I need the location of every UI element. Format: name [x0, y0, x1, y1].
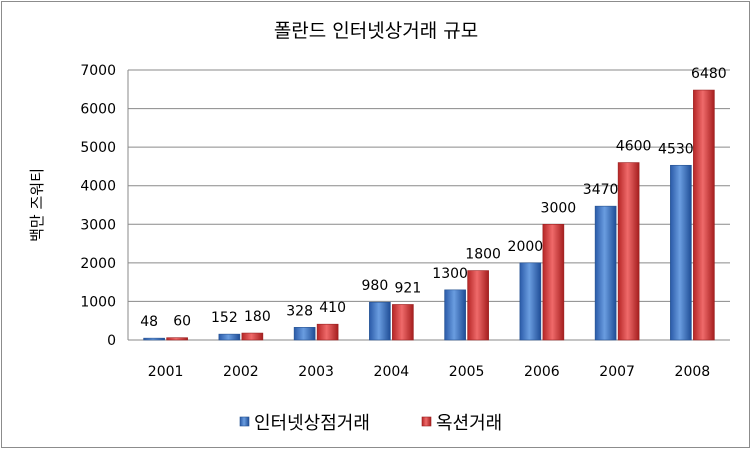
data-label: 4530 — [658, 141, 694, 157]
data-label: 48 — [140, 314, 158, 330]
bar-auction-2007 — [617, 162, 640, 341]
data-label: 6480 — [691, 66, 727, 82]
x-tick-label: 2004 — [374, 364, 410, 380]
data-label: 1300 — [432, 266, 468, 282]
bar-auction-2005 — [467, 270, 489, 341]
data-label: 152 — [211, 310, 238, 326]
bar-auction-2004 — [392, 304, 414, 341]
x-tick-label: 2002 — [223, 364, 259, 380]
x-tick-label: 2005 — [449, 364, 485, 380]
y-tick-label: 4000 — [80, 179, 116, 195]
y-tick-label: 5000 — [80, 140, 116, 156]
y-tick-label: 7000 — [80, 63, 116, 79]
bar-online-store-2005 — [444, 289, 466, 341]
x-tick-label: 2008 — [675, 364, 711, 380]
bar-online-store-2002 — [218, 333, 241, 341]
bar-auction-2008 — [693, 89, 715, 341]
bar-auction-2002 — [241, 332, 264, 341]
data-label: 1800 — [465, 247, 501, 263]
data-label: 328 — [286, 303, 313, 319]
legend-swatch-online-store — [239, 416, 250, 427]
data-label: 410 — [319, 300, 346, 316]
y-tick-label: 1000 — [80, 294, 116, 310]
bar-auction-2006 — [542, 223, 565, 341]
y-tick-label: 3000 — [80, 217, 116, 233]
legend-label: 인터넷상점거래 — [254, 413, 370, 434]
chart-title: 폴란드 인터넷상거래 규모 — [274, 20, 478, 42]
legend-swatch-auction — [421, 416, 432, 427]
data-label: 2000 — [508, 239, 544, 255]
data-label: 3000 — [541, 200, 577, 216]
y-tick-label: 2000 — [80, 256, 116, 272]
bar-online-store-2006 — [519, 262, 542, 341]
data-label: 921 — [395, 280, 422, 296]
x-tick-label: 2003 — [298, 364, 334, 380]
y-tick-label: 6000 — [80, 102, 116, 118]
bar-auction-2001 — [166, 337, 188, 341]
data-label: 180 — [244, 309, 271, 325]
legend-label: 옥션거래 — [436, 413, 502, 434]
bar-online-store-2004 — [369, 301, 391, 341]
y-tick-label: 0 — [107, 333, 116, 349]
x-tick-label: 2007 — [599, 364, 635, 380]
data-label: 4600 — [616, 139, 652, 155]
data-label: 60 — [173, 314, 191, 330]
data-label: 980 — [362, 278, 389, 294]
data-label: 3470 — [583, 182, 619, 198]
bar-online-store-2008 — [670, 164, 692, 341]
bar-online-store-2001 — [143, 337, 165, 341]
x-tick-label: 2001 — [148, 364, 184, 380]
bar-auction-2003 — [316, 323, 339, 341]
y-axis-label: 백만 즈워티 — [28, 168, 46, 242]
bar-online-store-2007 — [594, 205, 617, 341]
x-tick-label: 2006 — [524, 364, 560, 380]
bar-online-store-2003 — [293, 327, 316, 341]
